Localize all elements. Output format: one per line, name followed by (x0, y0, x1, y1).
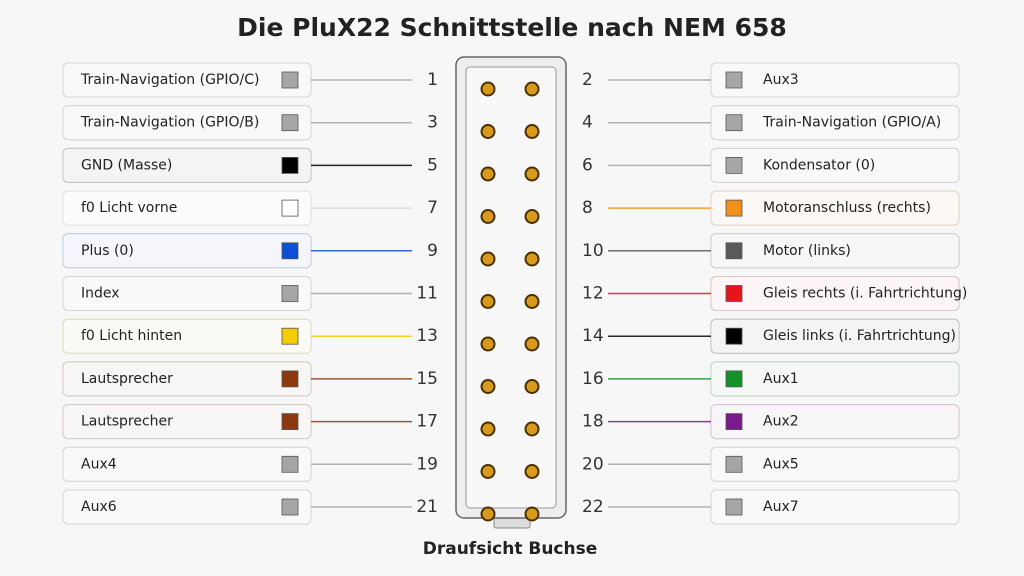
pin-contact (524, 251, 540, 267)
pin-contact (480, 251, 496, 267)
swatch (725, 413, 743, 431)
pin-label: Aux4 (81, 456, 117, 472)
swatch (281, 327, 299, 345)
caption: Draufsicht Buchse (423, 539, 598, 559)
pin-contact (480, 379, 496, 394)
pin-label: Aux2 (763, 414, 799, 430)
pin-number: 2 (582, 70, 593, 90)
pin-contact (480, 166, 496, 182)
pin-box-bg (710, 361, 960, 397)
pin-number: 5 (427, 155, 438, 175)
swatch (281, 498, 299, 516)
pin-contact (480, 336, 496, 352)
pin-contact (524, 506, 540, 522)
pin-number: 17 (416, 412, 438, 432)
swatch (725, 242, 743, 260)
pin-box-bg (710, 62, 960, 98)
pin-number: 10 (582, 241, 604, 261)
pin-label: Gleis rechts (i. Fahrtrichtung) (763, 286, 967, 302)
pin-label: GND (Masse) (81, 157, 172, 173)
pin-contact (480, 464, 496, 479)
swatch (281, 455, 299, 473)
pin-label: Lautsprecher (81, 414, 173, 430)
swatch (725, 199, 743, 217)
swatch (725, 285, 743, 302)
pin-label: Motor (links) (763, 243, 851, 259)
pin-label: f0 Licht hinten (81, 328, 182, 344)
swatch (725, 327, 743, 345)
pin-label: Gleis links (i. Fahrtrichtung) (763, 328, 956, 344)
swatch (281, 199, 299, 217)
pin-box-bg (710, 489, 960, 525)
pin-number: 15 (416, 369, 438, 389)
pin-contact (524, 124, 540, 139)
swatch (725, 455, 743, 473)
pin-contact (480, 209, 496, 224)
swatch (725, 498, 743, 516)
pin-label: Lautsprecher (81, 371, 173, 387)
pin-number: 22 (582, 497, 604, 517)
pin-label: Aux1 (763, 371, 799, 387)
pin-number: 4 (582, 113, 593, 133)
title: Die PluX22 Schnittstelle nach NEM 658 (237, 13, 787, 42)
pin-label: Train-Navigation (GPIO/B) (80, 115, 259, 131)
pin-label: Aux6 (81, 499, 117, 515)
pin-contact (524, 81, 540, 97)
pin-number: 6 (582, 155, 593, 175)
pin-number: 9 (427, 241, 438, 261)
pin-contact (480, 124, 496, 139)
pin-contact (524, 379, 540, 394)
pin-label: Motoranschluss (rechts) (763, 200, 931, 216)
pin-number: 12 (582, 284, 604, 304)
pin-number: 11 (416, 284, 438, 304)
swatch (281, 370, 299, 388)
pin-contact (480, 421, 496, 437)
swatch (725, 114, 743, 132)
pin-number: 14 (582, 326, 604, 346)
swatch (281, 156, 299, 174)
pin-number: 7 (427, 198, 438, 218)
pin-number: 21 (416, 497, 438, 517)
pin-number: 13 (416, 326, 438, 346)
pin-number: 3 (427, 113, 438, 133)
pin-number: 20 (582, 454, 604, 474)
pin-label: f0 Licht vorne (81, 200, 177, 216)
pin-label: Index (81, 286, 120, 302)
pin-label: Kondensator (0) (763, 157, 875, 173)
pin-contact (480, 81, 496, 97)
swatch (725, 370, 743, 388)
pin-contact (524, 209, 540, 224)
pin-number: 8 (582, 198, 593, 218)
pin-label: Aux7 (763, 499, 799, 515)
swatch (281, 242, 299, 260)
swatch (281, 413, 299, 431)
pin-contact (524, 166, 540, 182)
connector-inner (465, 66, 557, 509)
pin-contact (524, 336, 540, 352)
swatch (281, 71, 299, 89)
swatch (281, 114, 299, 132)
pin-number: 1 (427, 70, 438, 90)
pin-number: 16 (582, 369, 604, 389)
pin-label: Aux5 (763, 456, 799, 472)
pin-label: Plus (0) (81, 243, 134, 259)
pin-number: 19 (416, 454, 438, 474)
pin-contact (524, 464, 540, 479)
pin-label: Aux3 (763, 72, 799, 88)
pin-label: Train-Navigation (GPIO/C) (80, 72, 259, 88)
swatch (281, 285, 299, 302)
swatch (725, 156, 743, 174)
swatch (725, 71, 743, 89)
pin-number: 18 (582, 412, 604, 432)
pin-box-bg (710, 446, 960, 482)
pin-contact (480, 294, 496, 309)
pin-contact (524, 294, 540, 309)
pin-contact (480, 506, 496, 522)
pin-box-bg (710, 404, 960, 440)
pin-contact (524, 421, 540, 437)
pin-label: Train-Navigation (GPIO/A) (762, 115, 941, 131)
